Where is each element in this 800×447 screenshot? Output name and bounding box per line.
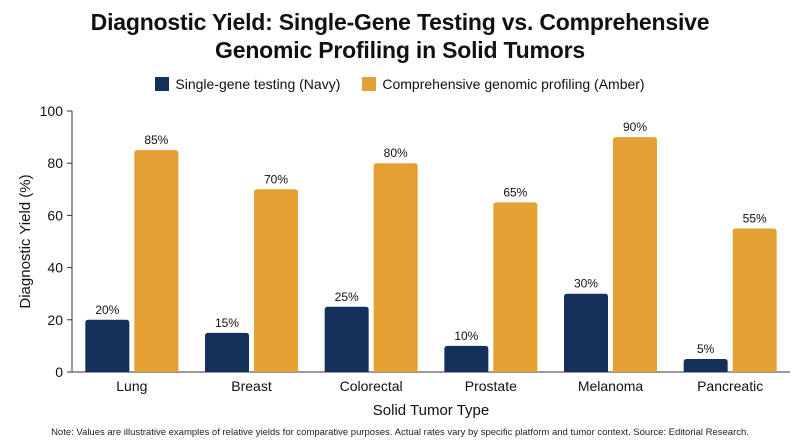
- data-label: 70%: [264, 172, 288, 186]
- x-tick-label: Colorectal: [340, 378, 403, 394]
- bar-comprehensive: [732, 228, 777, 372]
- legend-label-single-gene: Single-gene testing (Navy): [175, 76, 341, 92]
- y-tick-label: 100: [40, 103, 64, 119]
- data-label: 55%: [743, 211, 767, 225]
- x-tick-label: Breast: [231, 378, 272, 394]
- bars: [85, 137, 777, 372]
- data-label: 30%: [574, 277, 598, 291]
- y-tick-label: 40: [47, 260, 63, 276]
- y-tick-label: 60: [47, 207, 63, 223]
- y-axis: 0 20 40 60 80 100: [40, 103, 73, 380]
- data-label: 25%: [335, 290, 359, 304]
- bar-comprehensive: [493, 202, 538, 372]
- x-tick-label: Lung: [116, 378, 147, 394]
- data-label: 10%: [454, 329, 478, 343]
- chart-title-line-1: Diagnostic Yield: Single-Gene Testing vs…: [90, 9, 710, 35]
- bar-single-gene: [205, 332, 249, 372]
- bar-single-gene: [564, 293, 608, 372]
- legend: Single-gene testing (Navy) Comprehensive…: [0, 76, 800, 92]
- bar-comprehensive: [134, 150, 179, 372]
- bar-comprehensive: [254, 189, 298, 372]
- x-axis-title: Solid Tumor Type: [373, 402, 489, 419]
- bar-single-gene: [324, 306, 369, 372]
- x-tick-label: Pancreatic: [697, 378, 763, 394]
- y-tick-label: 20: [47, 312, 63, 328]
- legend-item-comprehensive: Comprehensive genomic profiling (Amber): [362, 76, 645, 92]
- data-label: 20%: [95, 303, 119, 317]
- data-labels: 20% 85% 15% 70% 25% 80% 10% 65% 30% 90% 5% 55%: [95, 120, 767, 356]
- data-label: 15%: [215, 316, 239, 330]
- bar-comprehensive: [373, 163, 418, 372]
- bar-single-gene: [85, 319, 130, 372]
- data-label: 65%: [503, 185, 527, 199]
- y-tick-label: 0: [55, 364, 63, 380]
- data-label: 80%: [384, 146, 408, 160]
- chart-title: Diagnostic Yield: Single-Gene Testing vs…: [0, 8, 800, 64]
- chart-title-line-2: Genomic Profiling in Solid Tumors: [215, 37, 585, 63]
- data-label: 85%: [144, 133, 168, 147]
- legend-swatch-single-gene: [155, 77, 170, 91]
- data-label: 90%: [623, 120, 647, 134]
- x-tick-label: Melanoma: [578, 378, 644, 394]
- y-axis-title: Diagnostic Yield (%): [17, 174, 34, 308]
- x-axis: Lung Breast Colorectal Prostate Melanoma Panc…: [72, 371, 790, 394]
- footnote: Note: Values are illustrative examples o…: [51, 427, 749, 438]
- bar-comprehensive: [613, 137, 657, 372]
- y-tick-label: 80: [47, 155, 63, 171]
- legend-swatch-comprehensive: [362, 77, 377, 91]
- legend-item-single-gene: Single-gene testing (Navy): [155, 76, 340, 92]
- bar-single-gene: [444, 345, 489, 372]
- legend-label-comprehensive: Comprehensive genomic profiling (Amber): [382, 76, 645, 92]
- x-tick-label: Prostate: [465, 378, 517, 394]
- bar-single-gene: [683, 358, 728, 372]
- data-label: 5%: [697, 342, 715, 356]
